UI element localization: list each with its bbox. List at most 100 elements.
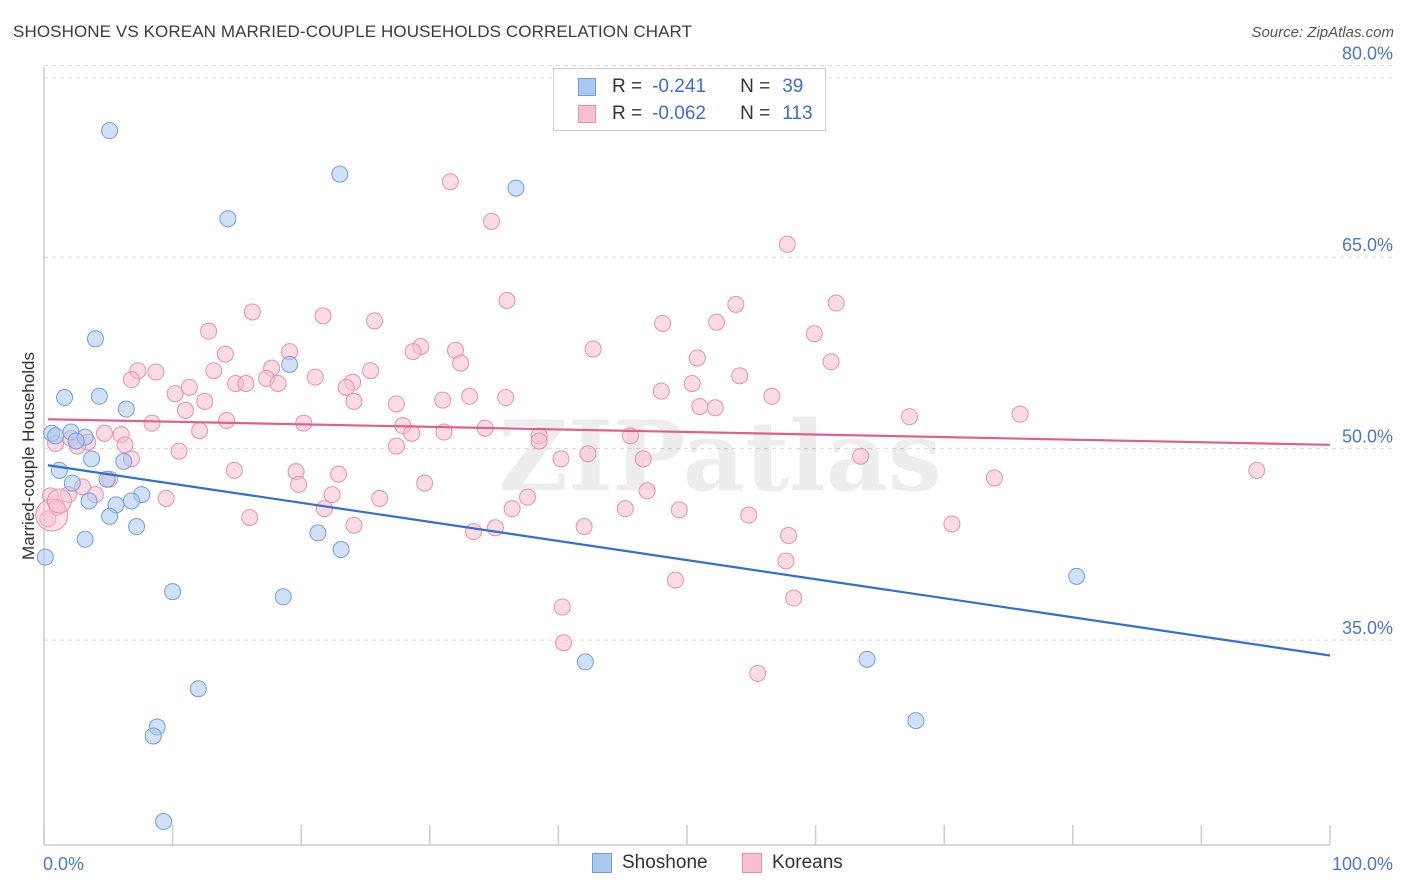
koreans-point — [483, 212, 501, 230]
y-tick-label: 80.0% — [1342, 44, 1393, 64]
koreans-point — [180, 378, 198, 396]
y-axis-label: Married-couple Households — [19, 352, 38, 560]
chart-title: SHOSHONE VS KOREAN MARRIED-COUPLE HOUSEH… — [13, 22, 693, 41]
koreans-point — [708, 313, 726, 331]
shoshone-point — [144, 727, 162, 745]
koreans-point — [652, 382, 670, 400]
shoshone-point — [219, 210, 237, 228]
legend-item-shoshone: Shoshone — [592, 852, 708, 874]
koreans-point — [95, 424, 113, 442]
koreans-point — [461, 387, 479, 405]
koreans-point — [434, 391, 452, 409]
koreans-point — [269, 375, 287, 393]
koreans-point — [362, 362, 380, 380]
koreans-point — [157, 489, 175, 507]
shoshone-point — [63, 474, 81, 492]
koreans-point — [196, 392, 214, 410]
koreans-point — [555, 634, 573, 652]
koreans-trend-line — [47, 418, 1331, 446]
koreans-point — [497, 389, 515, 407]
shoshone-point — [274, 588, 292, 606]
grid-lines — [44, 65, 1393, 641]
koreans-point — [387, 395, 405, 413]
koreans-point — [670, 501, 688, 519]
legend-item-koreans: Koreans — [742, 852, 843, 874]
shoshone-point — [122, 492, 140, 510]
y-tick-label: 35.0% — [1342, 618, 1393, 638]
koreans-point — [241, 509, 259, 527]
koreans-point — [147, 363, 165, 381]
shoshone-point — [128, 518, 146, 536]
koreans-point — [315, 500, 333, 518]
shoshone-point — [907, 712, 925, 730]
shoshone-point — [507, 179, 525, 197]
koreans-point — [654, 314, 672, 332]
koreans-point — [323, 486, 341, 504]
koreans-point — [727, 295, 745, 313]
koreans-point — [749, 664, 767, 682]
shoshone-point — [83, 450, 101, 468]
koreans-point — [345, 516, 363, 534]
koreans-point — [337, 378, 355, 396]
koreans-point — [371, 489, 389, 507]
shoshone-legend-swatch — [592, 853, 612, 873]
source-credit: Source: ZipAtlas.com — [1251, 24, 1394, 41]
legend-row-shoshone: R = -0.241 N = 39 — [578, 76, 803, 98]
shoshone-point — [576, 653, 594, 671]
koreans-point — [200, 322, 218, 340]
legend-row-koreans: R = -0.062 N = 113 — [578, 103, 813, 125]
koreans-point — [143, 414, 161, 432]
koreans-point — [237, 375, 255, 393]
koreans-points — [35, 173, 1266, 682]
shoshone-point — [332, 541, 350, 559]
shoshone-point — [1068, 567, 1086, 585]
r-label: R = — [612, 103, 643, 124]
koreans-r-value: -0.062 — [652, 103, 706, 124]
koreans-point — [403, 424, 421, 442]
koreans-point — [763, 387, 781, 405]
koreans-point — [498, 291, 516, 309]
koreans-point — [780, 526, 798, 544]
r-label: R = — [612, 76, 643, 97]
koreans-point — [519, 488, 537, 506]
koreans-point — [329, 465, 347, 483]
koreans-point — [785, 589, 803, 607]
koreans-point — [740, 506, 758, 524]
koreans-point — [777, 552, 795, 570]
koreans-point — [216, 345, 234, 363]
shoshone-point — [86, 330, 104, 348]
shoshone-point — [56, 389, 74, 407]
koreans-legend-swatch — [742, 853, 762, 873]
shoshone-point — [858, 650, 876, 668]
shoshone-point — [36, 548, 54, 566]
koreans-point — [552, 450, 570, 468]
shoshone-trend-line — [47, 464, 1331, 657]
shoshone-point — [117, 400, 135, 418]
koreans-point — [553, 598, 571, 616]
koreans-point — [191, 422, 209, 440]
shoshone-point — [50, 461, 68, 479]
koreans-point — [404, 343, 422, 361]
koreans-point — [416, 474, 434, 492]
koreans-point — [452, 354, 470, 372]
shoshone-points — [36, 122, 1086, 831]
y-tick-label: 50.0% — [1342, 427, 1393, 447]
koreans-point — [706, 399, 724, 417]
koreans-point — [827, 294, 845, 312]
koreans-point — [530, 432, 548, 450]
koreans-point — [290, 475, 308, 493]
koreans-point — [116, 436, 134, 454]
koreans-point — [852, 447, 870, 465]
koreans-point — [584, 340, 602, 358]
koreans-point — [1011, 405, 1029, 423]
shoshone-point — [155, 813, 173, 831]
koreans-point — [616, 500, 634, 518]
koreans-point — [314, 307, 332, 325]
koreans-point — [688, 349, 706, 367]
koreans-point — [900, 408, 918, 426]
koreans-point — [176, 401, 194, 419]
n-label: N = — [740, 103, 771, 124]
koreans-point — [1248, 461, 1266, 479]
koreans-point — [691, 397, 709, 415]
koreans-point — [778, 235, 796, 253]
